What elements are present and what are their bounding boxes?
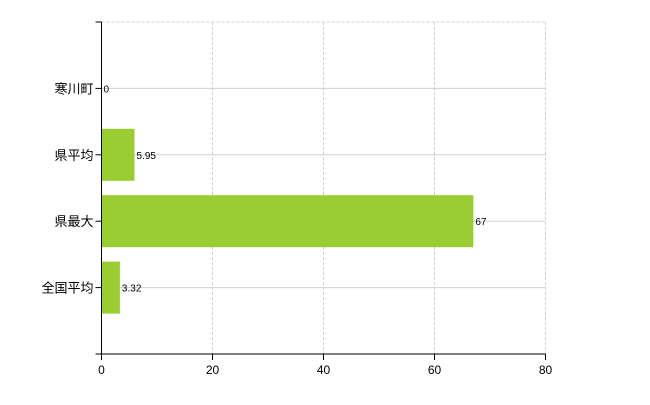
x-tick-label: 0 <box>98 363 105 377</box>
x-tick-label: 20 <box>206 363 220 377</box>
bar <box>101 195 474 248</box>
y-category-label: 県平均 <box>54 148 93 163</box>
x-tick-label: 60 <box>428 363 442 377</box>
data-label: 0 <box>104 84 110 95</box>
data-label: 67 <box>475 217 487 228</box>
x-tick-label: 40 <box>317 363 331 377</box>
y-category-label: 寒川町 <box>54 81 93 96</box>
x-tick-label: 80 <box>539 363 553 377</box>
data-label: 3.32 <box>122 284 142 295</box>
y-category-label: 県最大 <box>54 214 93 229</box>
y-category-label: 全国平均 <box>41 281 93 296</box>
data-label: 5.95 <box>137 151 157 162</box>
bar <box>101 128 135 181</box>
bar <box>101 261 120 314</box>
